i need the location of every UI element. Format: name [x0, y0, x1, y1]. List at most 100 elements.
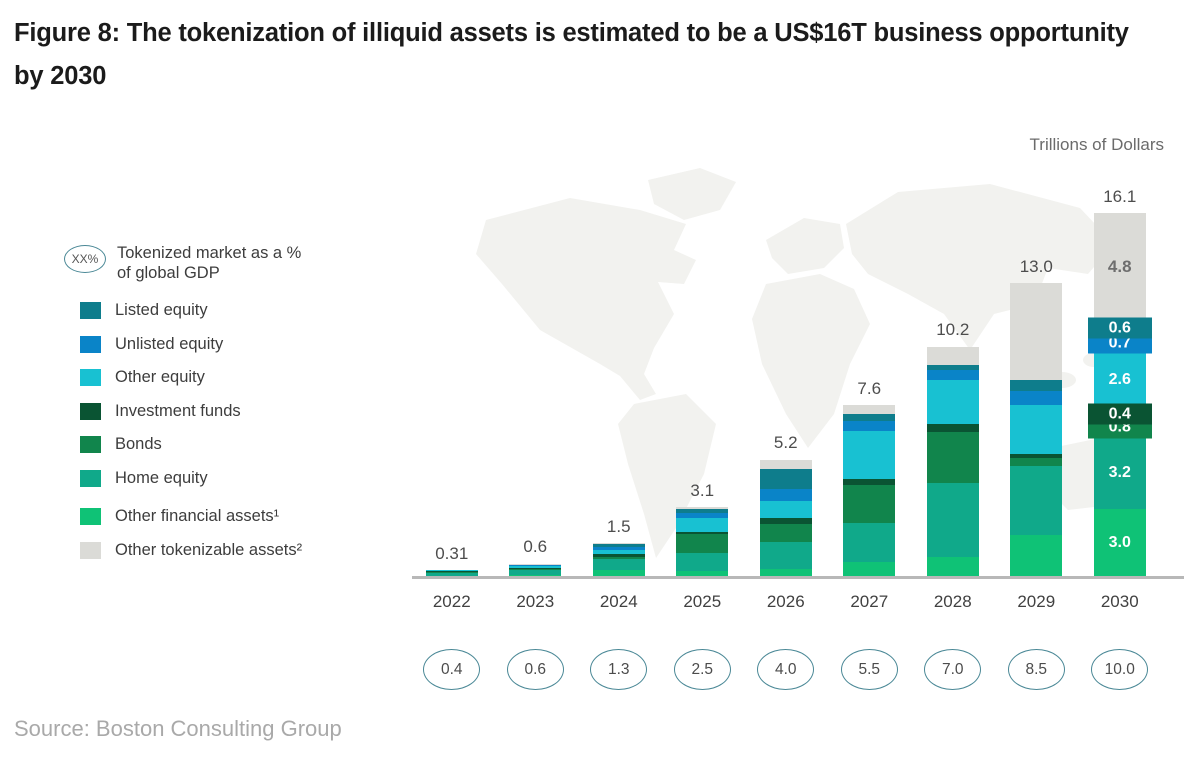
segment-bonds-2027	[843, 485, 896, 523]
gdp-percent-oval-2024: 1.3	[590, 649, 648, 690]
segment-unlisted-equity-2027	[843, 421, 896, 432]
segment-other-tokenizable-assets-2024	[592, 543, 645, 545]
segment-other-financial-assets-2025	[676, 571, 729, 577]
year-label-2023: 2023	[516, 592, 555, 611]
gdp-percent-cell-2030: 10.0	[1078, 649, 1162, 690]
legend-label: Home equity	[115, 468, 208, 487]
legend-swatch-other-financial-assets-icon	[80, 508, 101, 526]
segment-other-financial-assets-2029	[1010, 535, 1063, 577]
gdp-percent-cell-2026: 4.0	[744, 649, 828, 690]
legend-item-gdp-percent: XX% Tokenized market as a % of global GD…	[64, 243, 394, 283]
legend-label: Other equity	[115, 368, 205, 387]
segment-investment-funds-2027	[843, 478, 896, 486]
year-label-2025: 2025	[683, 592, 722, 611]
segment-value-label: 0.6	[1087, 317, 1152, 339]
gdp-percent-oval-2030: 10.0	[1091, 649, 1149, 690]
legend-label: Bonds	[115, 435, 162, 454]
gdp-percent-oval-2022: 0.4	[423, 649, 481, 690]
bar-total-label-2029: 13.0	[1019, 257, 1053, 277]
segment-home-equity-2030: 3.2	[1093, 436, 1146, 510]
segment-investment-funds-2030: 0.4	[1087, 403, 1152, 425]
world-map-background-icon	[476, 168, 1136, 558]
segment-bonds-2022	[425, 571, 478, 573]
legend-label: Listed equity	[115, 301, 208, 320]
segment-listed-equity-2026	[759, 468, 812, 489]
bar-total-label-2024: 1.5	[606, 517, 631, 537]
segment-other-tokenizable-assets-2026	[759, 459, 812, 469]
segment-bonds-2024	[592, 556, 645, 559]
segment-unlisted-equity-2024	[592, 546, 645, 550]
year-label-2026: 2026	[766, 592, 805, 611]
segment-listed-equity-2024	[592, 544, 645, 547]
segment-home-equity-2022	[425, 572, 478, 576]
source-attribution: Source: Boston Consulting Group	[14, 716, 342, 741]
legend-label: Investment funds	[115, 401, 241, 420]
segment-other-financial-assets-2024	[592, 570, 645, 577]
bar-total-label-2023: 0.6	[523, 537, 548, 557]
gdp-percent-cell-2029: 8.5	[995, 649, 1079, 690]
segment-bonds-2025	[676, 534, 729, 554]
legend-label: Other financial assets¹	[115, 507, 280, 526]
legend-swatch-bonds-icon	[80, 436, 101, 454]
bar-stack-2027	[843, 405, 896, 577]
segment-value-label: 4.8	[1107, 257, 1132, 277]
year-label-2027: 2027	[850, 592, 889, 611]
bar-plot-area: 0.31 0.6 1.5 3.1 5.2 7.6 10.2 13.0 3.0 3.2 0.8 0.4 2…	[410, 0, 1162, 577]
segment-listed-equity-2023	[509, 563, 562, 565]
bar-total-label-2022: 0.31	[435, 544, 469, 563]
segment-bonds-2028	[926, 432, 979, 484]
segment-other-financial-assets-2027	[843, 562, 896, 577]
segment-other-financial-assets-2026	[759, 569, 812, 577]
gdp-percent-cell-2024: 1.3	[577, 649, 661, 690]
legend-swatch-other-equity-icon	[80, 369, 101, 387]
legend: XX% Tokenized market as a % of global GD…	[64, 243, 394, 567]
segment-investment-funds-2024	[592, 554, 645, 557]
bar-total-label-2027: 7.6	[857, 379, 882, 399]
year-label-2022: 2022	[432, 592, 471, 611]
segment-listed-equity-2027	[843, 414, 896, 422]
gdp-percent-oval-2028: 7.0	[924, 649, 982, 690]
segment-other-tokenizable-assets-2027	[843, 405, 896, 415]
gdp-badge-text: XX%	[71, 252, 99, 266]
segment-value-label: 0.4	[1087, 403, 1152, 425]
segment-unlisted-equity-2029	[1010, 390, 1063, 406]
legend-item-other-financial-assets: Other financial assets¹	[64, 500, 394, 534]
segment-bonds-2029	[1010, 458, 1063, 467]
bar-total-label-2025: 3.1	[690, 480, 715, 500]
legend-swatch-listed-equity-icon	[80, 302, 101, 320]
segment-bonds-2026	[759, 523, 812, 542]
segment-investment-funds-2025	[676, 531, 729, 535]
segment-value-label: 3.0	[1108, 534, 1131, 552]
segment-listed-equity-2025	[676, 509, 729, 513]
legend-item-home-equity: Home equity	[64, 462, 394, 496]
segment-home-equity-2026	[759, 541, 812, 570]
segment-other-financial-assets-2030: 3.0	[1093, 509, 1146, 577]
bar-stack-2028	[926, 346, 979, 577]
segment-unlisted-equity-2025	[676, 512, 729, 519]
segment-other-tokenizable-assets-2025	[676, 507, 729, 510]
bar-total-label-2028: 10.2	[936, 320, 970, 340]
gdp-percent-oval-2023: 0.6	[506, 649, 564, 690]
gdp-percent-oval-icon: XX%	[64, 245, 106, 273]
bar-stack-2030: 3.0 3.2 0.8 0.4 2.6 0.7 0.6 4.8	[1087, 213, 1152, 577]
unit-label: Trillions of Dollars	[1029, 135, 1164, 154]
segment-other-tokenizable-assets-2030: 4.8	[1093, 213, 1146, 322]
gdp-percent-oval-2027: 5.5	[840, 649, 898, 690]
segment-other-equity-2030: 2.6	[1093, 351, 1146, 410]
segment-home-equity-2024	[592, 558, 645, 571]
legend-swatch-home-equity-icon	[80, 469, 101, 487]
segment-listed-equity-2028	[926, 364, 979, 371]
segment-home-equity-2023	[509, 570, 562, 575]
segment-other-equity-2026	[759, 501, 812, 519]
bar-total-label-2026: 5.2	[773, 433, 798, 453]
legend-item-unlisted-equity: Unlisted equity	[64, 328, 394, 362]
segment-home-equity-2025	[676, 553, 729, 572]
legend-item-bonds: Bonds	[64, 428, 394, 462]
bar-stack-2029	[1010, 283, 1063, 577]
year-label-2028: 2028	[933, 592, 972, 611]
bar-total-label-2030: 16.1	[1103, 187, 1137, 207]
segment-bonds-2023	[509, 569, 562, 571]
year-label-2029: 2029	[1017, 592, 1056, 611]
legend-swatch-unlisted-equity-icon	[80, 335, 101, 353]
gdp-percent-cell-2023: 0.6	[494, 649, 578, 690]
